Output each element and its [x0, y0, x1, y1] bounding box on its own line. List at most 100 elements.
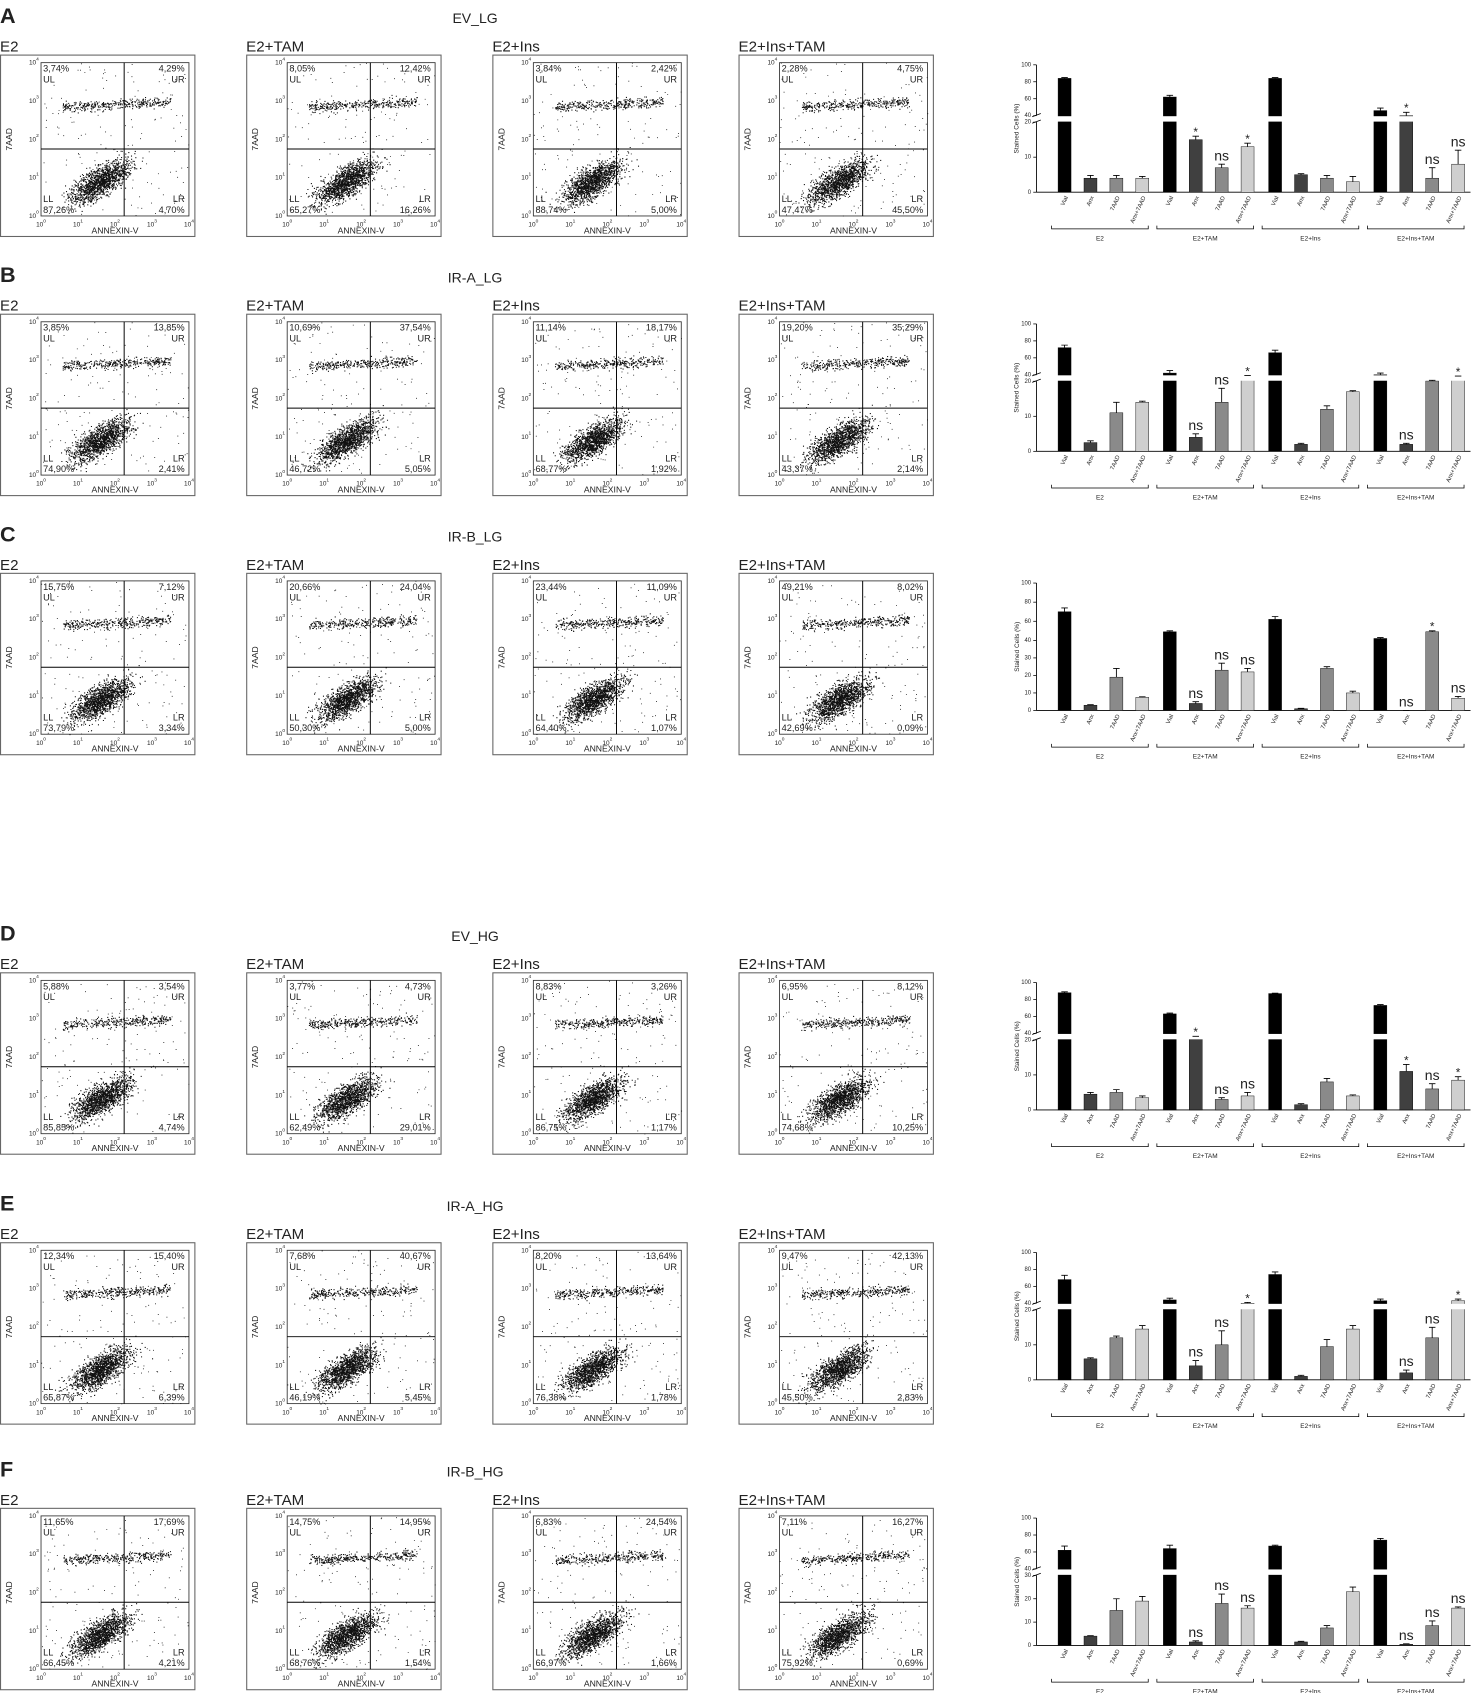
category-label: Anx+7AAD [1130, 455, 1148, 484]
tick-exp: 1 [819, 737, 822, 743]
tick-exp: 0 [43, 737, 46, 743]
group-label: E2+Ins+TAM [1397, 1423, 1434, 1430]
bar [1399, 444, 1413, 452]
tick-exp: 0 [775, 1663, 778, 1669]
bar [1057, 611, 1072, 711]
significance: ns [1188, 1344, 1203, 1360]
group-label: E2 [1096, 1689, 1104, 1693]
tick-exp: 1 [775, 1359, 778, 1365]
x-tick-label: 104 [430, 737, 440, 747]
quadrant-name: UR [418, 593, 432, 603]
axis-label: 7AAD [742, 128, 752, 151]
tick-exp: 1 [775, 1089, 778, 1095]
tick-base: 10 [521, 1130, 529, 1137]
y-tick-label: 101 [275, 1625, 285, 1635]
y-tick-label: 104 [767, 575, 777, 585]
x-tick-label: 104 [676, 1136, 686, 1146]
significance: ns [1399, 1627, 1414, 1643]
tick-exp: 3 [528, 613, 531, 619]
tick-exp: 2 [282, 652, 285, 658]
y-tick-label: 101 [767, 1359, 777, 1369]
tick-exp: 2 [117, 737, 120, 743]
quadrant-pct: 1,66% [651, 1658, 677, 1668]
error-bar [1349, 390, 1357, 392]
y-tick-label: 101 [521, 1359, 531, 1369]
tick-base: 10 [36, 1139, 44, 1146]
category-label: Anx+7AAD [1130, 714, 1148, 743]
y-tick-label: 103 [521, 613, 531, 623]
error-bar [1428, 1083, 1436, 1089]
y-tick-label: 80 [1024, 79, 1031, 85]
x-tick-label: 104 [430, 1136, 440, 1146]
tick-exp: 2 [363, 1672, 366, 1678]
quadrant-name: LR [173, 1112, 185, 1122]
axis-label: ANNEXIN-V [584, 1143, 631, 1153]
y-tick-label: 100 [521, 469, 531, 479]
tick-base: 10 [565, 740, 573, 747]
tick-base: 10 [565, 1139, 573, 1146]
quadrant-name: UL [289, 593, 301, 603]
quadrant-pct: 4,73% [405, 981, 431, 991]
quadrant-pct: 0,69% [897, 1658, 923, 1668]
tick-exp: 0 [782, 737, 785, 743]
quadrant-pct: 42,69% [782, 723, 813, 733]
quadrant-pct: 4,21% [159, 1658, 185, 1668]
bar [1399, 1372, 1413, 1381]
y-tick-label: 102 [767, 652, 777, 662]
y-tick-label: 100 [521, 1128, 531, 1138]
category-label: Anx [1086, 1113, 1096, 1125]
y-tick-label: 20 [1024, 120, 1031, 126]
tick-base: 10 [521, 357, 529, 364]
tick-exp: 0 [528, 728, 531, 734]
group-label: E2+Ins+TAM [1397, 754, 1434, 761]
tick-base: 10 [767, 318, 775, 325]
y-tick-label: 102 [275, 1587, 285, 1597]
y-tick-label: 30 [1024, 1573, 1031, 1579]
tick-exp: 3 [154, 478, 157, 484]
tick-exp: 1 [528, 1089, 531, 1095]
y-tick-label: 100 [29, 728, 39, 738]
plot-frame [246, 1242, 442, 1425]
tick-base: 10 [319, 221, 327, 228]
tick-exp: 2 [775, 1051, 778, 1057]
tick-exp: 4 [930, 737, 933, 743]
quadrant-name: UL [782, 1262, 794, 1272]
tick-base: 10 [922, 221, 930, 228]
tick-exp: 0 [289, 219, 292, 225]
y-tick-label: 10 [1024, 1342, 1031, 1348]
tick-base: 10 [767, 395, 775, 402]
tick-exp: 1 [326, 219, 329, 225]
plot-area [779, 580, 928, 735]
tick-exp: 0 [282, 210, 285, 216]
y-tick-label: 102 [275, 1051, 285, 1061]
group-label: E2+TAM [1193, 1423, 1218, 1430]
plot-area [40, 321, 190, 476]
tick-base: 10 [521, 1362, 529, 1369]
x-tick-label: 104 [922, 737, 932, 747]
quadrant-name: LR [419, 1647, 431, 1657]
bar [1346, 692, 1360, 711]
y-tick-label: 102 [521, 1321, 531, 1331]
quadrant-pct: 15,75% [43, 582, 74, 592]
group-bracket [1051, 1678, 1149, 1683]
error-bar [1377, 107, 1384, 111]
x-tick-label: 103 [886, 1672, 896, 1682]
group-bracket [1156, 484, 1254, 489]
quadrant-pct: 42,13% [892, 1251, 923, 1261]
bar [1373, 638, 1388, 711]
y-tick-label: 103 [767, 1548, 777, 1558]
y-tick-label: 100 [275, 1128, 285, 1138]
tick-exp: 1 [326, 1136, 329, 1142]
x-tick-label: 102 [110, 1406, 120, 1416]
panel-title: IR-A_LG [448, 269, 503, 285]
group-label: E2+Ins [1300, 1689, 1320, 1693]
quadrant-name: LR [911, 1382, 923, 1392]
y-tick-label: 102 [767, 1321, 777, 1331]
error-bar [1166, 1012, 1174, 1014]
axis-label: 7AAD [496, 1581, 506, 1604]
category-label: Anx [1402, 455, 1412, 467]
tick-base: 10 [767, 1513, 775, 1520]
tick-exp: 4 [191, 1406, 194, 1412]
category-label: Anx+7AAD [1340, 1383, 1358, 1412]
tick-exp: 0 [536, 1406, 539, 1412]
